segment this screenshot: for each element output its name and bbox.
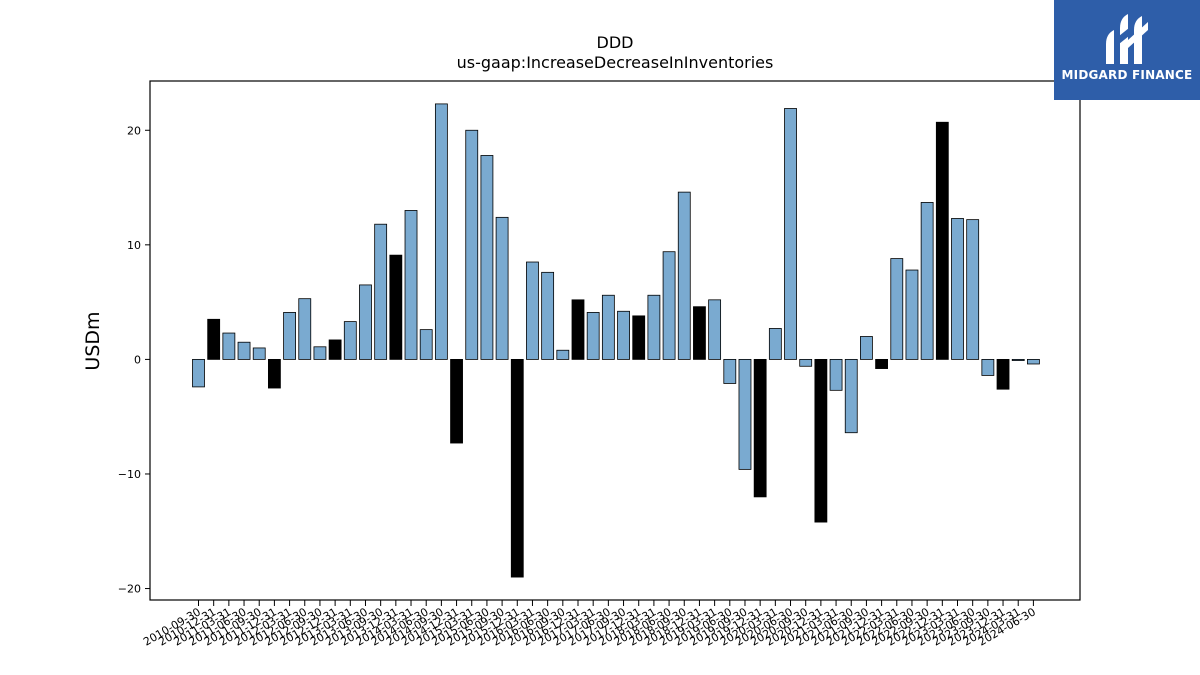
bar-2014-09-30 [434,103,448,360]
midgard-finance-logo: MIDGARD FINANCE [1054,0,1200,100]
bar-2021-03-31 [829,358,843,391]
bar-2021-09-30 [860,336,873,360]
y-tick-label: 0 [134,353,141,366]
bar-2017-03-31 [586,312,600,360]
bar-2013-09-30 [374,223,388,360]
bar-2012-09-30 [313,346,327,360]
bar-2012-12-31 [328,339,342,360]
bar-2023-03-31 [951,218,964,360]
bar-2014-06-30 [419,329,433,360]
chart-title: DDD [597,33,634,52]
bar-2017-12-31 [632,315,646,360]
bar-2018-06-30 [662,251,676,360]
bar-2020-12-31 [814,358,828,523]
y-tick-label: −20 [118,583,141,596]
plot-frame [149,80,1081,601]
y-tick-label: 10 [127,239,141,252]
chart-subtitle: us-gaap:IncreaseDecreaseInInventories [457,53,774,72]
y-axis-label: USDm [82,311,104,370]
bar-2013-12-31 [389,254,403,360]
bar-2022-03-31 [890,258,904,360]
bar-2020-03-31 [768,328,782,360]
bar-2022-09-30 [920,202,934,360]
bar-2014-03-31 [404,210,418,360]
bar-2018-12-31 [693,306,706,360]
bar-2016-09-30 [556,349,570,360]
y-axis-ticks: −20 −10 0 10 20 [118,124,150,596]
bar-2023-06-30 [966,219,980,360]
x-axis-ticks: 2010-09-302010-12-312011-03-312011-06-30… [141,600,1038,649]
bar-2012-03-31 [283,312,296,360]
bar-2011-12-31 [267,358,281,389]
bar-2012-06-30 [298,298,312,360]
bar-2024-06-30 [1027,358,1040,365]
bar-2015-09-30 [495,216,509,360]
bar-2021-12-31 [875,358,888,369]
bar-2015-06-30 [480,155,494,360]
bar-group [192,103,1040,578]
bar-2019-06-30 [723,358,737,384]
bar-2020-06-30 [784,108,797,360]
bar-2023-12-31 [996,358,1010,390]
bar-2015-03-31 [465,129,479,360]
bar-2010-09-30 [192,358,205,388]
bar-2014-12-31 [450,358,463,444]
bar-2017-06-30 [601,294,615,360]
bar-2016-03-31 [526,261,539,360]
y-tick-label: 20 [127,124,141,137]
bar-2011-09-30 [252,347,266,360]
bar-2021-06-30 [844,358,858,434]
bar-2020-09-30 [799,358,813,367]
bar-2022-12-31 [935,121,949,360]
bar-2019-09-30 [738,358,752,470]
bar-2010-12-31 [207,318,221,360]
bar-2016-12-31 [571,299,585,360]
bar-2023-09-30 [981,358,995,376]
bar-2018-03-31 [647,294,661,360]
bar-2019-12-31 [753,358,767,498]
y-tick-label: −10 [118,468,141,481]
bar-2019-03-31 [708,299,722,360]
bar-2013-06-30 [359,284,372,360]
bar-2016-06-30 [541,271,555,360]
bar-2022-06-30 [905,269,919,360]
logo-text: MIDGARD FINANCE [1061,68,1193,82]
bar-2015-12-31 [510,358,524,578]
bar-2018-09-30 [677,191,691,360]
bar-2013-03-31 [343,321,357,360]
bar-2024-03-31 [1011,358,1025,361]
bar-2011-06-30 [237,341,251,360]
bar-2017-09-30 [617,310,630,360]
midgard-m-logo-icon [1106,14,1148,64]
bar-2011-03-31 [222,332,236,360]
